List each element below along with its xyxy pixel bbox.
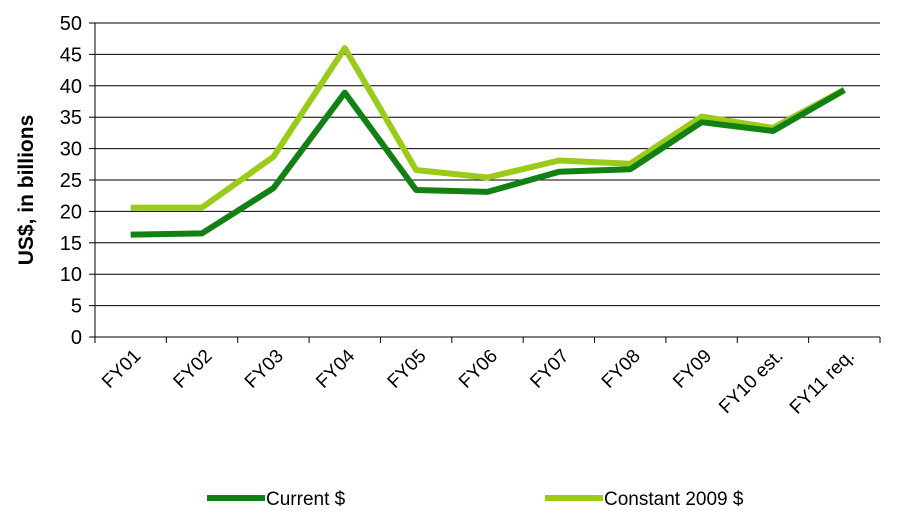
x-tick-label: FY01 — [98, 346, 145, 393]
x-tick-label: FY10 est. — [715, 346, 787, 418]
x-tick-label: FY09 — [669, 346, 716, 393]
series-line-current — [130, 87, 846, 238]
x-tick-label: FY08 — [598, 346, 645, 393]
x-tick-label: FY06 — [455, 346, 502, 393]
legend-label: Constant 2009 $ — [604, 489, 744, 510]
y-tick-label: 35 — [60, 107, 82, 129]
y-tick-label: 25 — [60, 170, 82, 192]
legend: Current $ Constant 2009 $ — [207, 489, 744, 510]
axes — [89, 22, 881, 343]
y-tick-label: 15 — [60, 233, 82, 255]
y-axis-title: US$, in billions — [15, 115, 38, 266]
y-tick-label: 20 — [60, 201, 82, 223]
y-tick-label: 50 — [60, 13, 82, 35]
y-tick-label: 30 — [60, 139, 82, 161]
legend-label: Current $ — [266, 489, 346, 510]
x-tick-label: FY07 — [526, 346, 573, 393]
x-tick-label: FY05 — [384, 346, 431, 393]
y-tick-labels: 0 5 10 15 20 25 30 35 40 45 50 — [60, 13, 82, 349]
y-tick-label: 10 — [60, 264, 82, 286]
gridlines — [95, 22, 880, 307]
y-tick-label: 5 — [71, 296, 82, 318]
series-line-constant — [130, 45, 846, 211]
x-tick-label: FY03 — [241, 346, 288, 393]
x-tick-label: FY02 — [170, 346, 217, 393]
series-lines — [130, 45, 846, 238]
x-tick-label: FY11 req. — [786, 346, 859, 419]
y-tick-label: 40 — [60, 76, 82, 98]
x-tick-labels: FY01 FY02 FY03 FY04 FY05 FY06 FY07 FY08 FY09 FY10… — [98, 345, 859, 418]
y-tick-label: 0 — [71, 327, 82, 349]
y-tick-label: 45 — [60, 44, 82, 66]
x-tick-label: FY04 — [312, 345, 359, 392]
